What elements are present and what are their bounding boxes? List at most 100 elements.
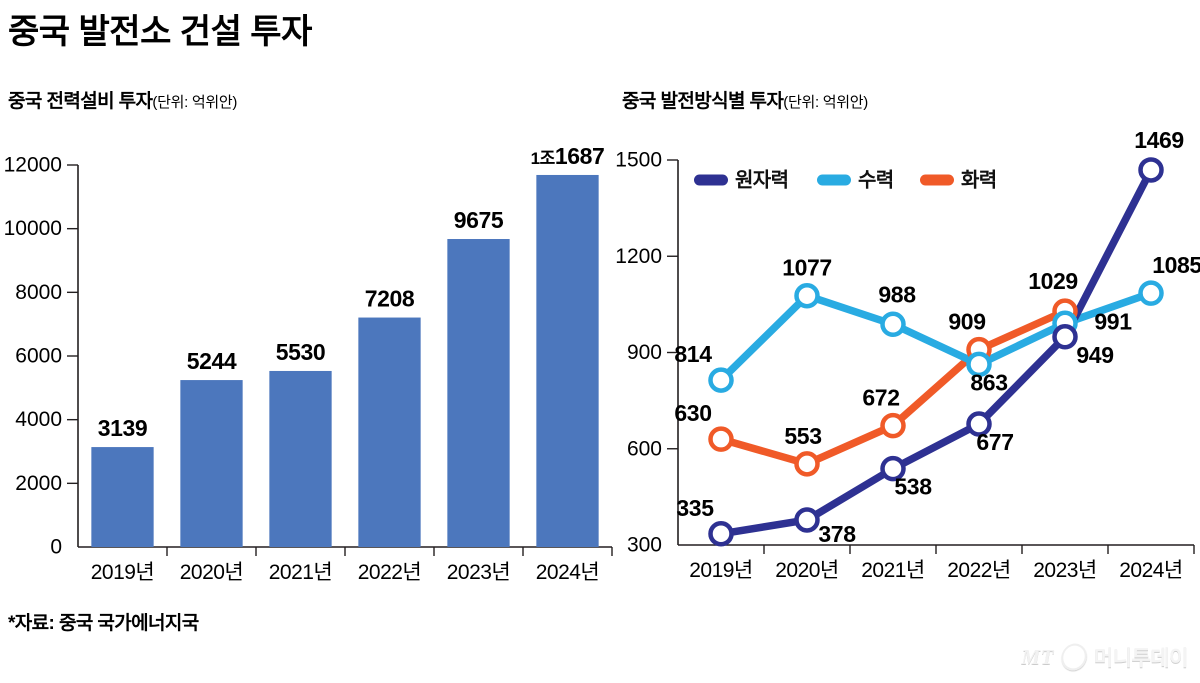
line-chart-canvas: 300 600 900 1200 1500 2019년 2020년 2021년 2022년 202… <box>615 127 1200 582</box>
bar-value-label: 5530 <box>276 339 326 365</box>
line-data-point <box>708 426 734 452</box>
line-data-point <box>966 351 992 378</box>
line-data-point <box>880 455 906 482</box>
line-point-group <box>708 157 1164 547</box>
right-chart-subtitle-main: 중국 발전방식별 투자 <box>622 91 784 112</box>
legend: 원자력 수력 화력 <box>694 168 997 191</box>
y-axis-tick-label: 300 <box>627 534 662 557</box>
left-chart-subtitle-main: 중국 전력설비 투자 <box>8 91 153 112</box>
bar-value-label: 9675 <box>454 207 504 233</box>
y-axis-tick-label: 8000 <box>15 281 62 304</box>
line-data-point <box>880 311 906 338</box>
line-data-point <box>880 412 906 439</box>
line-value-label: 553 <box>784 423 821 449</box>
line-data-point <box>966 411 992 437</box>
line-chart-investment-by-generation-type: 300 600 900 1200 1500 2019년 2020년 2021년 2022년 202… <box>615 0 1200 600</box>
legend-swatch-1 <box>817 174 851 186</box>
line-value-label: 988 <box>878 281 916 307</box>
x-axis-category-label: 2021년 <box>269 561 333 584</box>
y-axis-tick-label: 900 <box>627 341 662 364</box>
line-value-label: 677 <box>976 429 1013 455</box>
watermark-brand-name: 머니투데이 <box>1093 647 1189 670</box>
line-value-label: 672 <box>862 385 899 411</box>
line-value-label: 1469 <box>1134 127 1184 153</box>
line-value-labels: 630 553 672 909 1029 814 1077 988 863 991 1085 335 3… <box>674 127 1200 547</box>
bar-value-label: 1조1687 <box>531 143 605 169</box>
line-data-point <box>794 451 820 477</box>
bar-chart-canvas: 0 2000 4000 6000 8000 10000 12000 3139 5244 5530 7… <box>4 143 613 584</box>
bar-value-labels: 3139 5244 5530 7208 9675 1조1687 <box>98 143 605 441</box>
line-data-point <box>708 521 734 547</box>
watermark-logo: MT 머니투데이 <box>1021 640 1189 674</box>
y-axis-tick-label: 0 <box>50 536 62 559</box>
legend-label-0: 원자력 <box>735 168 788 191</box>
y-axis-tick-label: 600 <box>627 437 662 460</box>
x-axis-category-label: 2021년 <box>861 559 925 582</box>
line-data-point <box>1138 157 1164 183</box>
watermark-mt-mark: MT <box>1021 644 1054 669</box>
circle-ring-icon <box>1058 640 1089 674</box>
line-category-labels: 2019년 2020년 2021년 2022년 2023년 2024년 <box>689 559 1183 582</box>
bar-category-labels: 2019년 2020년 2021년 2022년 2023년 2024년 <box>91 561 600 584</box>
line-value-label: 335 <box>676 495 714 521</box>
bar-value-label: 5244 <box>187 348 237 374</box>
bar-series <box>91 174 599 547</box>
bar <box>447 239 510 547</box>
line-value-label: 991 <box>1094 308 1132 334</box>
line-value-label: 814 <box>674 341 712 367</box>
x-axis-category-label: 2019년 <box>689 559 753 582</box>
bar <box>269 370 332 547</box>
y-axis-tick-label: 10000 <box>4 217 62 240</box>
x-axis-category-label: 2022년 <box>358 561 422 584</box>
legend-swatch-0 <box>694 174 728 186</box>
legend-label-2: 화력 <box>961 168 997 191</box>
x-axis-category-label: 2023년 <box>1033 559 1097 582</box>
x-axis-category-label: 2019년 <box>91 561 155 584</box>
page-title: 중국 발전소 건설 투자 <box>8 13 312 51</box>
bar <box>91 447 154 547</box>
legend-swatch-2 <box>920 174 954 186</box>
y-axis-tick-label: 12000 <box>4 154 62 177</box>
line-chart-axes: 300 600 900 1200 1500 <box>615 149 1195 557</box>
line-data-point <box>794 507 820 533</box>
bar-chart-power-equipment-investment: 0 2000 4000 6000 8000 10000 12000 3139 5244 5530 7… <box>0 0 620 600</box>
y-axis-tick-label: 1500 <box>615 149 662 172</box>
line-data-point <box>794 282 820 309</box>
line-data-point <box>1138 280 1164 306</box>
line-value-label: 1085 <box>1152 252 1200 278</box>
line-value-label: 1029 <box>1028 268 1078 294</box>
y-axis-tick-label: 4000 <box>15 408 62 431</box>
bar-chart-axes: 0 2000 4000 6000 8000 10000 12000 <box>4 154 613 559</box>
right-chart-subtitle: 중국 발전방식별 투자(단위: 억위안) <box>622 92 868 111</box>
line-series-path <box>717 166 1155 538</box>
y-axis-tick-label: 2000 <box>15 472 62 495</box>
line-series-path <box>717 289 1155 384</box>
bar <box>180 380 243 547</box>
bar-value-label: 7208 <box>365 286 415 312</box>
x-axis-category-label: 2022년 <box>947 559 1011 582</box>
line-value-label: 949 <box>1076 342 1113 368</box>
x-axis-category-label: 2020년 <box>180 561 244 584</box>
line-value-label: 1077 <box>782 255 832 281</box>
line-value-label: 378 <box>818 521 856 547</box>
left-chart-subtitle-unit: (단위: 억위안) <box>152 94 238 111</box>
line-value-label: 909 <box>948 309 985 335</box>
bar <box>536 174 599 547</box>
line-data-point <box>1052 324 1078 350</box>
bar <box>358 317 421 547</box>
x-axis-category-label: 2020년 <box>775 559 839 582</box>
left-chart-subtitle: 중국 전력설비 투자(단위: 억위안) <box>8 92 237 111</box>
line-data-point <box>708 367 734 393</box>
right-chart-subtitle-unit: (단위: 억위안) <box>783 94 868 111</box>
y-axis-tick-label: 1200 <box>615 245 662 268</box>
line-value-label: 630 <box>674 400 711 426</box>
source-note: *자료: 중국 국가에너지국 <box>8 613 199 634</box>
x-axis-category-label: 2024년 <box>536 561 600 584</box>
x-axis-category-label: 2023년 <box>447 561 511 584</box>
line-value-label: 863 <box>970 369 1007 395</box>
x-axis-category-label: 2024년 <box>1119 559 1183 582</box>
legend-label-1: 수력 <box>858 168 894 191</box>
bar-value-label: 3139 <box>98 415 148 441</box>
line-value-label: 538 <box>894 474 932 500</box>
